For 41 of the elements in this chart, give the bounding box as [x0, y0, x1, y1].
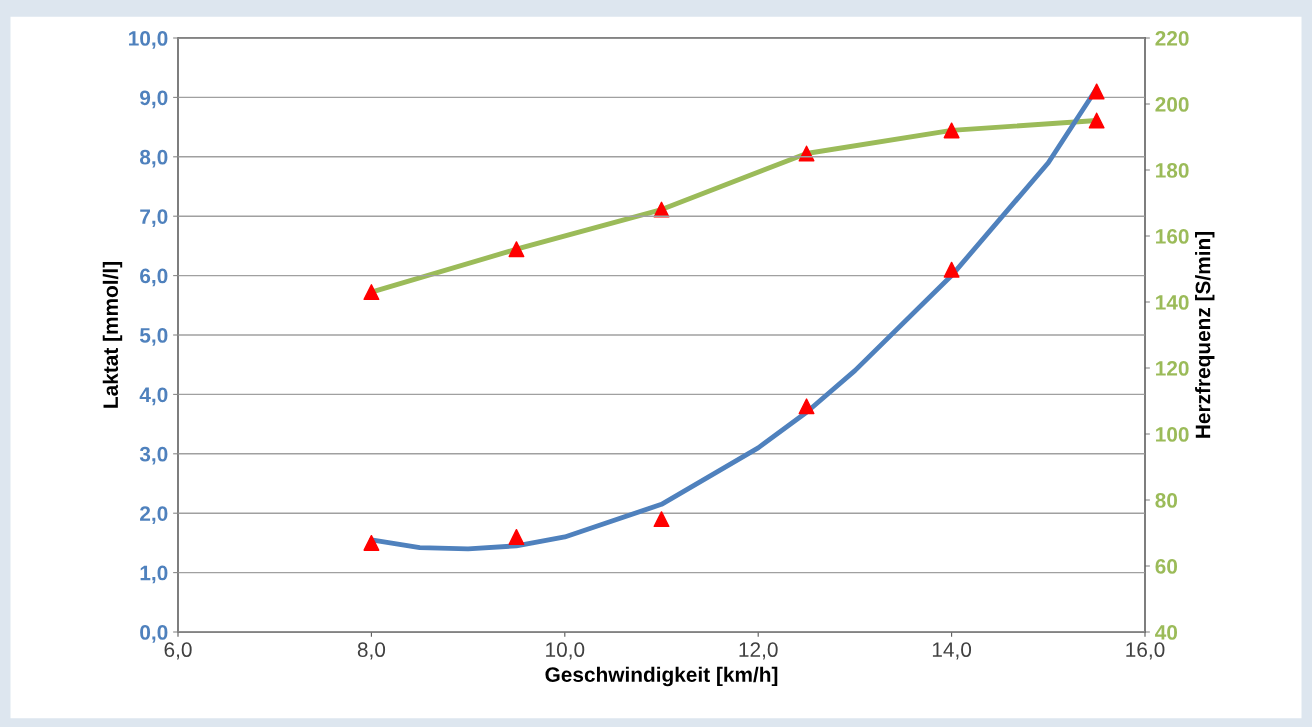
y-tick-label: 6,0	[140, 268, 168, 287]
y-tick-label: 10,0	[129, 31, 168, 49]
point	[798, 398, 815, 415]
point	[1088, 112, 1105, 129]
point	[653, 201, 670, 218]
y2-tick-label: 100	[1156, 427, 1189, 442]
y2-axis-title: Herzfrequenz [S/min]	[1195, 231, 1215, 438]
x-tick-label: 6,0	[164, 642, 192, 660]
y-tick-label: 3,0	[139, 446, 168, 465]
y2-tick-label: 80	[1155, 493, 1178, 508]
y2-tick-label: 60	[1155, 559, 1178, 574]
point	[943, 261, 960, 278]
y2-tick-label: 200	[1155, 97, 1189, 112]
point	[1088, 83, 1105, 100]
y-tick-label: 1,0	[140, 565, 168, 584]
y2-tick-label: 180	[1156, 163, 1189, 178]
y2-tick-label: 220	[1155, 31, 1189, 46]
point	[508, 241, 525, 258]
x-tick-label: 10,0	[546, 642, 585, 660]
y2-tick-label: 140	[1156, 295, 1189, 310]
point	[508, 528, 525, 545]
y-tick-label: 5,0	[139, 328, 168, 346]
x-tick-label: 14,0	[932, 642, 972, 660]
x-tick-label: 12,0	[739, 642, 778, 660]
y2-tick-label: 40	[1155, 625, 1178, 640]
y-tick-label: 2,0	[140, 506, 168, 524]
point	[363, 534, 380, 551]
point	[943, 122, 960, 139]
y-tick-label: 9,0	[140, 90, 168, 109]
point	[363, 284, 380, 301]
x-tick-label: 16,0	[1126, 642, 1165, 660]
y-tick-label: 4,0	[139, 387, 168, 406]
y-axis-title: Laktat [mmol/l]	[102, 262, 123, 408]
y2-tick-label: 160	[1156, 229, 1189, 244]
y-tick-label: 7,0	[140, 209, 168, 227]
point	[653, 511, 670, 528]
x-tick-label: 8,0	[357, 642, 386, 660]
y-tick-label: 0,0	[140, 625, 168, 643]
y-tick-label: 8,0	[139, 149, 168, 168]
x-axis-title: Geschwindigkeit [km/h]	[545, 666, 778, 687]
y2-tick-label: 120	[1156, 361, 1189, 376]
